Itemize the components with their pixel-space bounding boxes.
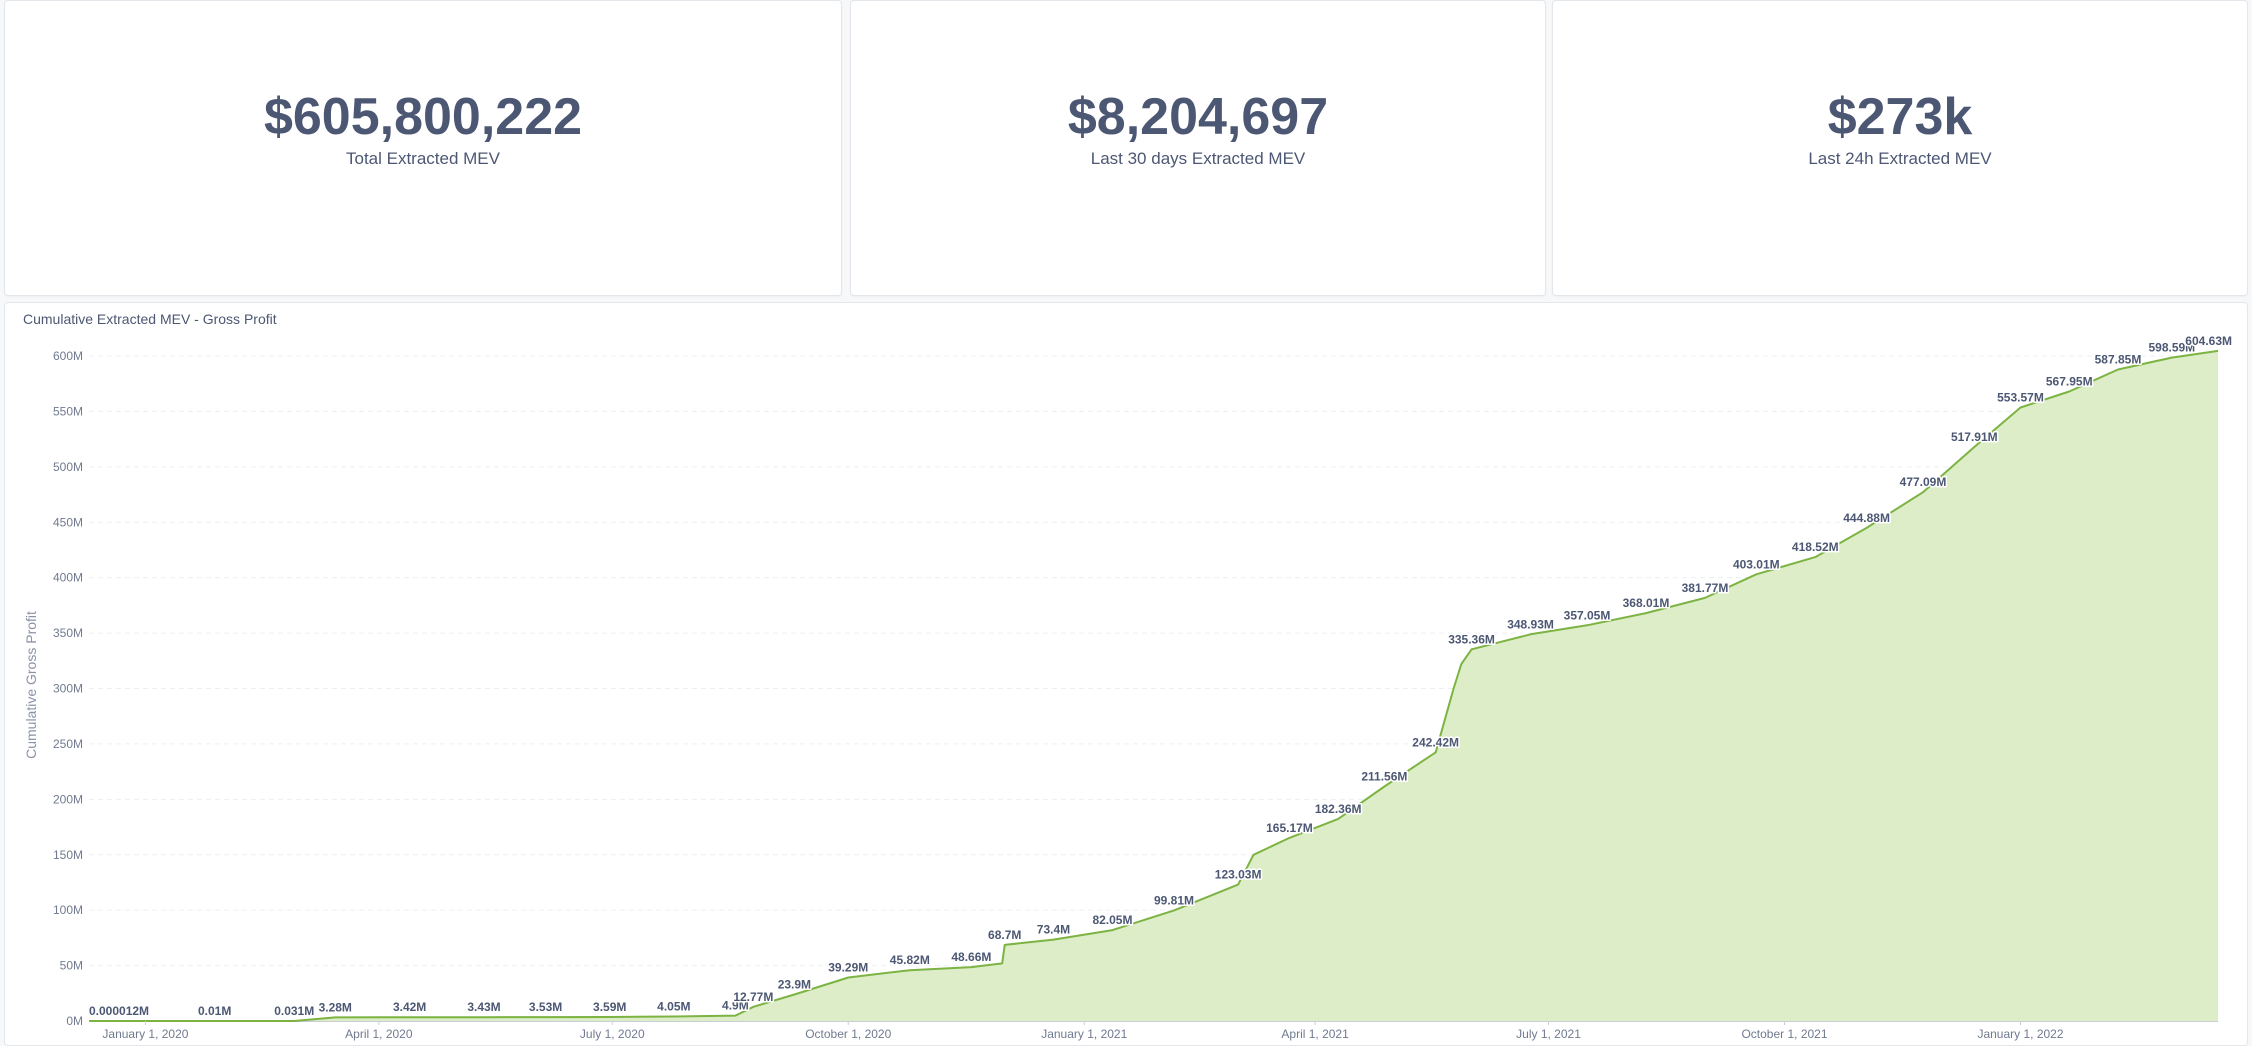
data-label: 23.9M — [778, 978, 811, 992]
data-label: 517.91M — [1951, 430, 1998, 444]
y-axis-ticks: 0M 50M 100M 150M 200M 250M 300M 350M 400M 450M 500… — [53, 349, 83, 1028]
data-label: 348.93M — [1507, 617, 1554, 631]
data-label: 477.09M — [1900, 475, 1947, 489]
last-24h-mev-label: Last 24h Extracted MEV — [1808, 149, 1992, 168]
data-label: 598.59M — [2148, 341, 2195, 355]
data-label: 4.05M — [657, 1000, 690, 1014]
x-tick-label: October 1, 2021 — [1741, 1027, 1827, 1041]
last-24h-mev-value: $273k — [1827, 88, 1973, 146]
data-label: 3.53M — [529, 1000, 562, 1014]
data-label: 444.88M — [1843, 511, 1890, 525]
data-label: 0.000012M — [89, 1004, 149, 1018]
data-label: 3.42M — [393, 1000, 426, 1014]
x-axis-ticks: January 1, 2020 April 1, 2020 July 1, 2020… — [102, 1021, 2064, 1041]
y-tick-label: 50M — [60, 959, 83, 973]
data-labels: 0.000012M 0.01M 0.031M 3.28M 3.42M 3.43M 3.53M… — [88, 332, 2234, 1019]
data-label: 604.63M — [2185, 334, 2232, 348]
y-tick-label: 200M — [53, 792, 83, 806]
data-label: 368.01M — [1623, 596, 1670, 610]
y-tick-label: 350M — [53, 626, 83, 640]
data-label: 567.95M — [2046, 375, 2093, 389]
data-label: 381.77M — [1682, 581, 1729, 595]
data-label: 4.9M — [722, 999, 749, 1013]
x-tick-label: January 1, 2020 — [102, 1027, 188, 1041]
y-axis-title: Cumulative Gross Profit — [23, 611, 39, 759]
data-label: 39.29M — [828, 960, 868, 974]
data-label: 553.57M — [1997, 390, 2044, 404]
data-label: 182.36M — [1315, 802, 1362, 816]
x-tick-label: January 1, 2021 — [1041, 1027, 1127, 1041]
data-label: 335.36M — [1448, 632, 1495, 646]
x-tick-label: January 1, 2022 — [1977, 1027, 2063, 1041]
total-mev-label: Total Extracted MEV — [345, 149, 500, 168]
x-tick-label: April 1, 2021 — [1281, 1027, 1349, 1041]
data-label: 73.4M — [1037, 923, 1070, 937]
data-label: 82.05M — [1092, 913, 1132, 927]
y-tick-label: 450M — [53, 515, 83, 529]
series-area — [89, 350, 2218, 1021]
y-tick-label: 600M — [53, 349, 83, 363]
data-label: 357.05M — [1564, 608, 1611, 622]
data-label: 68.7M — [988, 928, 1021, 942]
y-tick-label: 400M — [53, 571, 83, 585]
y-tick-label: 250M — [53, 737, 83, 751]
x-tick-label: July 1, 2020 — [580, 1027, 645, 1041]
data-label: 0.01M — [198, 1004, 231, 1018]
data-label: 123.03M — [1215, 868, 1262, 882]
data-label: 3.59M — [593, 1000, 626, 1014]
y-tick-label: 100M — [53, 903, 83, 917]
series-line — [89, 349, 2219, 1022]
data-label: 12.77M — [733, 990, 773, 1004]
last-30-days-mev-label: Last 30 days Extracted MEV — [1090, 149, 1306, 168]
y-tick-label: 150M — [53, 848, 83, 862]
cumulative-mev-chart[interactable]: 0M 50M 100M 150M 200M 250M 300M 350M 400M 450M 500… — [5, 303, 2248, 1046]
data-label: 418.52M — [1792, 540, 1839, 554]
cumulative-mev-chart-card[interactable]: Cumulative Extracted MEV - Gross Profit … — [4, 302, 2248, 1046]
total-mev-card[interactable]: $605,800,222 Total Extracted MEV — [4, 0, 842, 296]
x-tick-label: April 1, 2020 — [345, 1027, 413, 1041]
y-tick-label: 500M — [53, 460, 83, 474]
data-label: 99.81M — [1154, 893, 1194, 907]
x-tick-label: October 1, 2020 — [805, 1027, 891, 1041]
area-layer — [89, 349, 2219, 1022]
data-label: 45.82M — [890, 953, 930, 967]
data-label: 3.43M — [467, 1000, 500, 1014]
last-30-days-mev-card[interactable]: $8,204,697 Last 30 days Extracted MEV — [850, 0, 1546, 296]
total-mev-value: $605,800,222 — [263, 88, 583, 146]
y-tick-label: 300M — [53, 682, 83, 696]
data-label: 3.28M — [319, 1000, 352, 1014]
data-label: 403.01M — [1733, 557, 1780, 571]
data-label: 587.85M — [2095, 352, 2142, 366]
last-30-days-mev-value: $8,204,697 — [1067, 88, 1329, 146]
y-tick-label: 550M — [53, 404, 83, 418]
data-label: 48.66M — [951, 950, 991, 964]
data-label: 165.17M — [1266, 821, 1313, 835]
data-label: 242.42M — [1412, 735, 1459, 749]
data-label: 211.56M — [1361, 770, 1407, 784]
x-tick-label: July 1, 2021 — [1516, 1027, 1581, 1041]
data-label: 0.031M — [274, 1004, 314, 1018]
chart-title: Cumulative Extracted MEV - Gross Profit — [23, 311, 277, 327]
y-tick-label: 0M — [66, 1014, 83, 1028]
last-24h-mev-card[interactable]: $273k Last 24h Extracted MEV — [1552, 0, 2248, 296]
